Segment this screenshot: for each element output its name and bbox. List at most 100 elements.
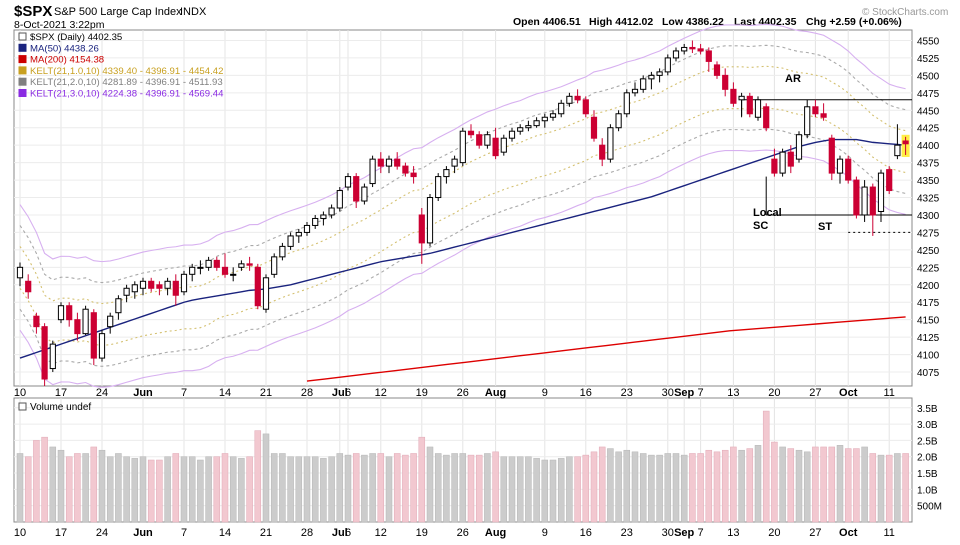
candle-body bbox=[344, 176, 352, 188]
y-tick-label: 4475 bbox=[917, 89, 940, 100]
x-tick-label: 19 bbox=[416, 387, 428, 399]
volume-bar bbox=[74, 453, 81, 523]
kelt-1-upper bbox=[19, 65, 906, 305]
volume-bar bbox=[344, 454, 352, 523]
annotation-st: ST bbox=[818, 221, 832, 233]
legend-swatch bbox=[18, 66, 27, 75]
candle-body bbox=[328, 207, 335, 216]
ma200-line bbox=[306, 316, 906, 382]
x-tick-label: Aug bbox=[485, 387, 506, 399]
volume-tick-label: 1.0B bbox=[917, 485, 938, 496]
volume-bar bbox=[803, 451, 811, 523]
candle-body bbox=[361, 186, 368, 202]
volume-bar bbox=[656, 454, 663, 523]
volume-bar bbox=[672, 453, 680, 523]
x-tick-label: Jul bbox=[332, 527, 348, 539]
volume-bar bbox=[262, 433, 270, 523]
candle-body bbox=[517, 127, 524, 132]
volume-bar bbox=[631, 451, 639, 523]
candle-body bbox=[254, 266, 261, 307]
symbol-title: $SPX bbox=[14, 3, 52, 20]
legend-text: KELT(21,2.0,10) 4281.89 - 4396.91 - 4511… bbox=[30, 77, 223, 88]
candle-body bbox=[49, 343, 56, 370]
x-tick-label: Oct bbox=[839, 387, 858, 399]
candle-body bbox=[336, 190, 343, 209]
candle-body bbox=[812, 106, 819, 115]
candle-body bbox=[615, 113, 622, 129]
volume-bar bbox=[115, 453, 122, 523]
candle-body bbox=[156, 284, 163, 289]
volume-bar bbox=[877, 454, 885, 523]
volume-bar bbox=[254, 430, 262, 523]
volume-tick-label: 1.5B bbox=[917, 469, 938, 480]
candle-body bbox=[410, 172, 417, 178]
x-tick-label: 26 bbox=[457, 527, 469, 539]
x-tick-label: 24 bbox=[96, 387, 108, 399]
candle-body bbox=[795, 134, 803, 160]
candle-body bbox=[295, 231, 302, 237]
candle-body bbox=[476, 134, 483, 146]
x-tick-label: 7 bbox=[181, 527, 187, 539]
volume-bar bbox=[443, 454, 450, 523]
candle-body bbox=[148, 280, 155, 289]
candle-body bbox=[66, 305, 73, 321]
candle-body bbox=[82, 308, 89, 335]
x-tick-label: 10 bbox=[14, 527, 26, 539]
candle-body bbox=[746, 95, 753, 115]
legend-swatch bbox=[18, 32, 27, 41]
volume-bar bbox=[98, 449, 106, 523]
y-tick-label: 4250 bbox=[917, 246, 940, 257]
legend-swatch bbox=[18, 55, 27, 64]
candle-body bbox=[262, 277, 270, 310]
x-tick-label: 21 bbox=[260, 527, 272, 539]
x-tick-label: 17 bbox=[55, 387, 67, 399]
volume-bar bbox=[361, 454, 368, 523]
volume-bar bbox=[434, 453, 442, 523]
volume-bar bbox=[131, 458, 139, 523]
candle-body bbox=[566, 95, 573, 104]
annotation-ar: AR bbox=[785, 73, 801, 85]
x-tick-label: 24 bbox=[96, 527, 108, 539]
volume-bar bbox=[746, 448, 754, 523]
volume-bar bbox=[410, 453, 417, 523]
candle-body bbox=[197, 266, 204, 269]
y-tick-label: 4200 bbox=[917, 281, 940, 292]
volume-bar bbox=[221, 453, 229, 523]
y-tick-label: 4275 bbox=[917, 228, 940, 239]
volume-legend-text: Volume undef bbox=[30, 402, 91, 413]
candle-body bbox=[787, 151, 794, 167]
volume-bar bbox=[853, 448, 860, 523]
kelt-3-lower bbox=[19, 149, 906, 388]
candle-body bbox=[640, 78, 647, 90]
x-tick-label: Jun bbox=[133, 527, 153, 539]
x-tick-label: 7 bbox=[181, 387, 187, 399]
volume-bar bbox=[516, 456, 524, 523]
x-tick-label: 23 bbox=[621, 387, 633, 399]
candle-body bbox=[623, 92, 630, 115]
x-tick-label: 27 bbox=[809, 527, 821, 539]
candle-body bbox=[730, 88, 737, 104]
volume-bar bbox=[467, 454, 475, 523]
volume-bar bbox=[377, 453, 385, 523]
x-tick-label: 30 bbox=[662, 527, 674, 539]
volume-tick-label: 3.0B bbox=[917, 420, 938, 431]
candle-body bbox=[763, 106, 770, 129]
legend-text: MA(200) 4154.38 bbox=[30, 55, 104, 66]
candle-body bbox=[533, 120, 540, 127]
candle-body bbox=[443, 169, 450, 178]
candle-body bbox=[25, 280, 32, 293]
candle-body bbox=[131, 284, 138, 293]
volume-bar bbox=[147, 459, 155, 523]
x-tick-label: 13 bbox=[727, 527, 739, 539]
y-tick-label: 4225 bbox=[917, 263, 940, 274]
volume-bar bbox=[65, 456, 73, 523]
volume-bar bbox=[623, 449, 631, 523]
y-tick-label: 4450 bbox=[917, 106, 940, 117]
x-tick-label: 11 bbox=[883, 527, 894, 539]
candle-body bbox=[164, 280, 171, 289]
volume-bar bbox=[664, 453, 672, 523]
watermark: © StockCharts.com bbox=[862, 7, 948, 18]
x-tick-label: 17 bbox=[55, 527, 67, 539]
volume-tick-label: 2.0B bbox=[917, 453, 938, 464]
candle-body bbox=[902, 140, 909, 145]
